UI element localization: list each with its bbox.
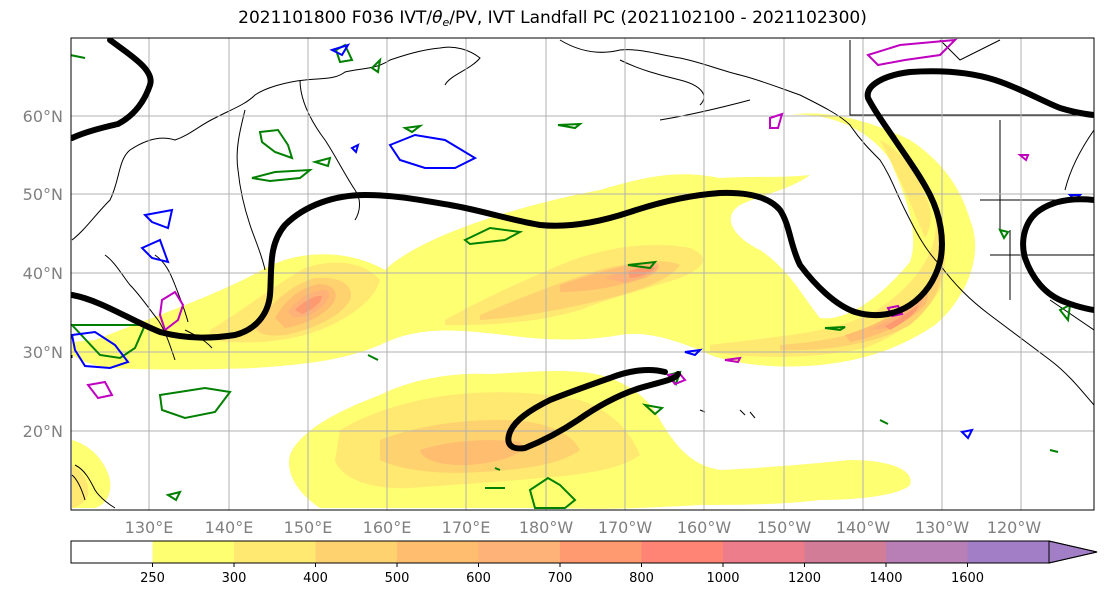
lon-label-160e: 160°E	[363, 518, 412, 537]
colorbar-segments	[71, 541, 1050, 563]
colorbar-segment	[641, 541, 724, 563]
colorbar-segment	[723, 541, 805, 563]
lat-label-40: 40°N	[23, 264, 63, 283]
lon-label-150w: 150°W	[757, 518, 812, 537]
lon-label-130e: 130°E	[125, 518, 174, 537]
colorbar-tick-label: 300	[222, 571, 247, 586]
coastlines	[71, 39, 1094, 509]
colorbar: 250 300 400 500 600 700 800 1000 1200 1400 1600	[70, 540, 1098, 586]
map-frame	[70, 37, 1095, 511]
lon-label-180w: 180°W	[519, 518, 574, 537]
lon-label-170e: 170°E	[442, 518, 491, 537]
pv-contours	[71, 38, 1094, 452]
colorbar-tick-label: 1400	[869, 571, 902, 586]
lon-label-170w: 170°W	[598, 518, 653, 537]
colorbar-extend-arrow	[1048, 540, 1098, 564]
colorbar-segment	[886, 541, 968, 563]
lon-label-140w: 140°W	[836, 518, 891, 537]
lon-label-140e: 140°E	[205, 518, 254, 537]
colorbar-segment	[478, 541, 561, 563]
colorbar-tick-label: 400	[303, 571, 328, 586]
colorbar-segment	[234, 541, 316, 563]
lat-label-20: 20°N	[23, 422, 63, 441]
colorbar-tick-label: 800	[629, 571, 654, 586]
gridlines	[71, 38, 1094, 510]
lon-label-130w: 130°W	[915, 518, 970, 537]
colorbar-segment	[967, 541, 1050, 563]
green-contours	[71, 43, 1072, 509]
colorbar-tick-label: 1600	[951, 571, 984, 586]
colorbar-tick-label: 700	[548, 571, 573, 586]
latitude-labels: 60°N 50°N 40°N 30°N 20°N	[23, 107, 63, 441]
lat-label-50: 50°N	[23, 185, 63, 204]
lon-label-160w: 160°W	[677, 518, 732, 537]
colorbar-segment	[804, 541, 887, 563]
colorbar-segment	[397, 541, 479, 563]
lon-label-150e: 150°E	[284, 518, 333, 537]
colorbar-ticks: 250 300 400 500 600 700 800 1000 1200 1400 1600	[140, 563, 984, 586]
colorbar-tick-label: 500	[385, 571, 410, 586]
colorbar-outline	[70, 540, 1098, 564]
map-title: 2021101800 F036 IVT/θe/PV, IVT Landfall …	[238, 8, 867, 29]
colorbar-tick-label: 600	[466, 571, 491, 586]
lat-label-60: 60°N	[23, 107, 63, 126]
colorbar-segment	[315, 541, 398, 563]
colorbar-segment	[560, 541, 642, 563]
ivt-shading	[72, 113, 976, 509]
longitude-labels: 130°E 140°E 150°E 160°E 170°E 180°W 170°…	[125, 518, 1042, 537]
colorbar-tick-label: 1200	[788, 571, 821, 586]
colorbar-tick-label: 1000	[706, 571, 739, 586]
colorbar-segment	[71, 541, 153, 563]
colorbar-segment	[152, 541, 235, 563]
lon-label-120w: 120°W	[987, 518, 1042, 537]
lat-label-30: 30°N	[23, 343, 63, 362]
colorbar-tick-label: 250	[140, 571, 165, 586]
